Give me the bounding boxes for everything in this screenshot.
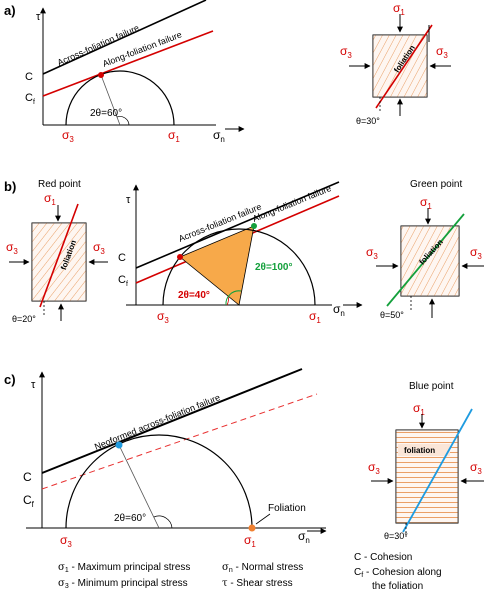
sigma3-label: σ3 — [60, 533, 72, 549]
block-fill — [32, 223, 86, 301]
stress-block-red: Red point σ1 foliation σ3 σ3 θ=20° — [6, 179, 108, 324]
legend-cf: Cf - Cohesion along — [354, 567, 442, 579]
sigma3-label: σ3 — [62, 128, 74, 144]
sigma-n-label: σn — [213, 128, 225, 144]
legend-c: C - Cohesion — [354, 552, 412, 563]
green-point-title: Green point — [410, 179, 462, 190]
foliation-plane — [39, 203, 79, 308]
panel-c: c) τ C Cf Neoformed across-foliation fai… — [4, 368, 484, 592]
panel-a: a) τ C Cf Across-foliation failure Along… — [4, 0, 451, 144]
green-angle-arc — [225, 290, 242, 306]
block-sigma1-label: σ1 — [413, 401, 425, 417]
foliation-failure-line — [41, 393, 318, 490]
green-angle-label: 2θ=100° — [255, 262, 293, 273]
green-point — [251, 223, 257, 229]
sigma1-label: σ1 — [168, 128, 180, 144]
rock-block — [31, 222, 87, 302]
legend-cf-line2: the foliation — [372, 581, 423, 592]
stress-block-green: Green point σ1 foliation σ3 σ3 θ=50° — [366, 179, 484, 320]
angle-arc — [153, 515, 173, 529]
legend-sigma3: σ3 - Minimum principal stress — [58, 578, 188, 590]
theta-label: θ=50° — [380, 310, 404, 320]
c-label: C — [118, 252, 126, 264]
c-label: C — [23, 470, 32, 484]
theta-label: θ=30° — [356, 116, 380, 126]
stress-block-a: foliation σ1 σ3 σ3 θ=30° — [340, 1, 451, 126]
red-point — [177, 254, 183, 260]
block-sigma3-right: σ3 — [436, 44, 448, 60]
tau-label: τ — [31, 379, 36, 391]
panel-b-label: b) — [4, 179, 16, 194]
neoformed-line-label: Neoformed across-foliation failure — [93, 392, 222, 452]
legend-sigma-n: σn - Normal stress — [222, 562, 303, 574]
along-foliation-line — [42, 30, 214, 97]
across-foliation-line — [42, 0, 207, 75]
c-label: C — [25, 71, 33, 83]
sigma-n-label: σn — [333, 302, 345, 318]
mohr-diagram-b: τ C Cf Across-foliation failure Along-fo… — [118, 181, 363, 325]
tau-label: τ — [36, 11, 41, 23]
theta-label: θ=30° — [384, 531, 408, 541]
block-sigma3-left: σ3 — [340, 44, 352, 60]
legend-tau: τ - Shear stress — [222, 578, 293, 589]
theta-label: θ=20° — [12, 314, 36, 324]
mohr-circle — [162, 228, 316, 306]
angle-arc — [116, 116, 130, 126]
panel-a-label: a) — [4, 3, 16, 18]
foliation-plane — [386, 213, 465, 307]
angle-label: 2θ=60° — [114, 513, 146, 524]
block-sigma3-left: σ3 — [366, 245, 378, 261]
blue-point-title: Blue point — [409, 381, 454, 392]
legend-sigma1: σ1 - Maximum principal stress — [58, 562, 190, 574]
sigma3-label: σ3 — [157, 309, 169, 325]
foliation-point-label: Foliation — [268, 503, 306, 514]
sigma1-label: σ1 — [309, 309, 321, 325]
block-sigma3-right: σ3 — [93, 240, 105, 256]
block-fill — [401, 226, 459, 296]
panel-b: b) Red point σ1 foliation σ3 σ3 θ=20° τ … — [4, 179, 484, 325]
red-angle-label: 2θ=40° — [178, 290, 210, 301]
stress-block-blue: Blue point σ1 foliation σ3 σ3 θ=30° — [368, 381, 484, 541]
tau-label: τ — [126, 194, 131, 206]
block-sigma3-right: σ3 — [470, 245, 482, 261]
cf-label: Cf — [25, 92, 35, 106]
leader-line — [255, 513, 271, 525]
block-fill — [396, 430, 458, 523]
blue-point — [115, 441, 123, 449]
panel-c-label: c) — [4, 372, 16, 387]
block-sigma3-right: σ3 — [470, 460, 482, 476]
radius-line — [118, 444, 160, 529]
block-sigma3-left: σ3 — [6, 240, 18, 256]
rock-block — [400, 225, 460, 297]
mohr-circle — [65, 434, 253, 529]
block-sigma3-left: σ3 — [368, 460, 380, 476]
cf-label: Cf — [23, 493, 35, 509]
sigma1-label: σ1 — [244, 533, 256, 549]
across-line-label: Across-foliation failure — [56, 23, 141, 68]
failure-wedge — [179, 225, 255, 306]
foliation-plane — [375, 24, 433, 109]
angle-label: 2θ=60° — [90, 108, 122, 119]
legend: σ1 - Maximum principal stress σ3 - Minim… — [58, 552, 442, 592]
foliation-point — [248, 524, 256, 532]
label-bg — [398, 444, 450, 456]
block-sigma1-label: σ1 — [393, 1, 405, 17]
across-foliation-line — [135, 181, 340, 269]
sigma-n-label: σn — [298, 529, 310, 545]
block-sigma1-label: σ1 — [44, 191, 56, 207]
failure-plane — [402, 408, 473, 533]
mohr-circle — [65, 70, 175, 126]
failure-point — [98, 72, 104, 78]
neoformed-failure-line — [41, 368, 303, 474]
radius-line — [100, 74, 121, 126]
red-point-title: Red point — [38, 179, 81, 190]
cf-label: Cf — [118, 274, 128, 288]
foliation-label: foliation — [404, 446, 435, 455]
block-sigma1-label: σ1 — [420, 195, 432, 211]
